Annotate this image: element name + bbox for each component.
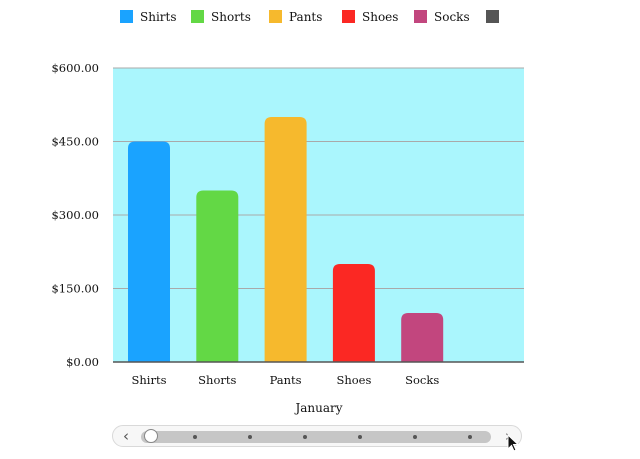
bar-shirts[interactable] — [128, 141, 170, 363]
y-axis-tick-labels: $0.00 $150.00 $300.00 $450.00 $600.00 — [51, 61, 99, 369]
y-tick-label: $300.00 — [51, 208, 99, 222]
x-axis-title: January — [293, 401, 342, 415]
legend-swatch[interactable] — [269, 10, 282, 23]
scroll-dot — [358, 435, 362, 439]
y-tick-label: $450.00 — [51, 135, 99, 149]
scroll-dot — [303, 435, 307, 439]
legend-swatch[interactable] — [342, 10, 355, 23]
x-axis-tick-labels: Shirts Shorts Pants Shoes Socks — [132, 373, 440, 387]
scroll-left-icon[interactable]: ‹ — [123, 427, 129, 445]
x-tick-label: Shoes — [336, 373, 371, 387]
scroll-dot — [193, 435, 197, 439]
legend-label[interactable]: Shoes — [362, 10, 398, 24]
scroll-dot — [468, 435, 472, 439]
legend-swatch[interactable] — [414, 10, 427, 23]
legend-label[interactable]: Shirts — [140, 10, 177, 24]
legend-swatch[interactable] — [486, 10, 499, 23]
scroll-thumb[interactable] — [144, 429, 158, 443]
legend-label[interactable]: Pants — [289, 10, 322, 24]
y-tick-label: $600.00 — [51, 61, 99, 75]
bar-socks[interactable] — [401, 313, 444, 362]
chart-legend: Shirts Shorts Pants Shoes Socks — [120, 10, 499, 24]
x-tick-label: Socks — [405, 373, 439, 387]
x-tick-label: Shorts — [198, 373, 236, 387]
legend-swatch[interactable] — [120, 10, 133, 23]
legend-label[interactable]: Shorts — [211, 10, 251, 24]
y-tick-label: $0.00 — [66, 355, 99, 369]
mouse-cursor-icon — [507, 434, 519, 452]
bar-shorts[interactable] — [196, 190, 239, 363]
scroll-dot — [413, 435, 417, 439]
scroll-dot — [248, 435, 252, 439]
bars — [128, 117, 444, 363]
chart-scroller[interactable]: ‹ › — [112, 425, 522, 447]
gridlines — [113, 67, 524, 289]
x-tick-label: Pants — [270, 373, 302, 387]
legend-label[interactable]: Socks — [434, 10, 470, 24]
bar-shoes[interactable] — [332, 264, 375, 362]
scroll-track[interactable] — [141, 429, 491, 443]
bar-pants[interactable] — [264, 117, 307, 362]
y-tick-label: $150.00 — [51, 282, 99, 296]
x-tick-label: Shirts — [132, 373, 167, 387]
legend-swatch[interactable] — [191, 10, 204, 23]
